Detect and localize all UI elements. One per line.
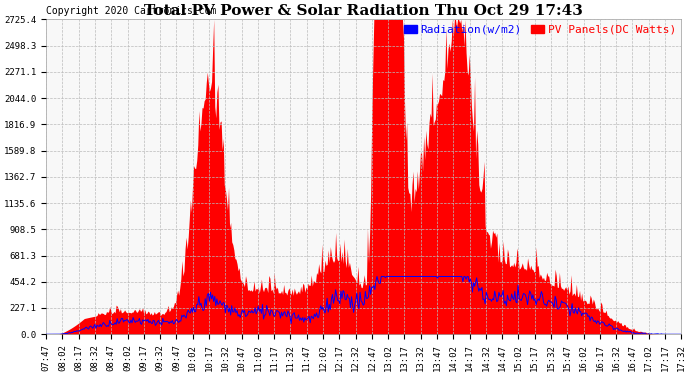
Text: Copyright 2020 Cartronics.com: Copyright 2020 Cartronics.com <box>46 6 217 16</box>
Legend: Radiation(w/m2), PV Panels(DC Watts): Radiation(w/m2), PV Panels(DC Watts) <box>404 25 676 35</box>
Title: Total PV Power & Solar Radiation Thu Oct 29 17:43: Total PV Power & Solar Radiation Thu Oct… <box>144 4 583 18</box>
